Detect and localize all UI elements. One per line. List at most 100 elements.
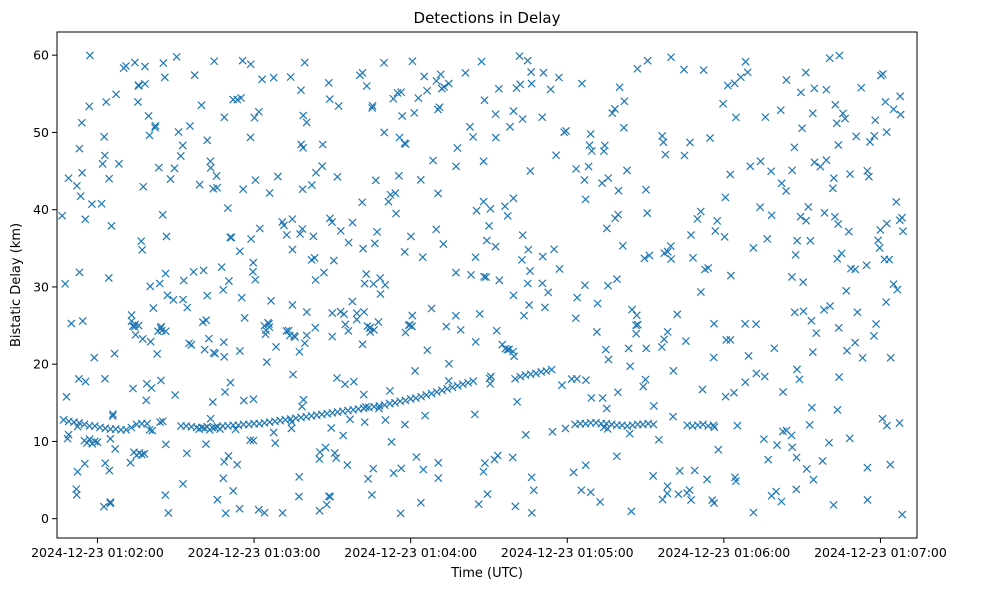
data-point — [767, 167, 776, 176]
data-point — [327, 423, 336, 433]
data-point — [332, 373, 342, 382]
data-point — [334, 102, 343, 111]
data-point — [469, 377, 478, 386]
data-point — [179, 276, 188, 285]
data-point — [344, 326, 353, 335]
data-point — [538, 113, 547, 122]
data-point — [491, 110, 500, 119]
data-point — [265, 188, 274, 198]
data-point — [825, 54, 834, 63]
data-point — [262, 358, 271, 367]
data-point — [302, 118, 311, 127]
data-point — [368, 101, 377, 110]
data-point — [195, 180, 204, 189]
data-point — [486, 379, 495, 388]
data-point — [640, 254, 649, 263]
data-point — [131, 330, 140, 339]
data-point — [660, 335, 669, 344]
data-point — [736, 73, 745, 82]
data-point — [437, 84, 446, 93]
data-point — [315, 448, 324, 457]
data-point — [315, 455, 324, 464]
data-point — [411, 366, 420, 375]
data-point — [687, 495, 696, 504]
data-point — [422, 391, 431, 400]
data-point — [189, 267, 198, 276]
data-point — [451, 311, 460, 320]
data-point — [851, 338, 860, 347]
data-point — [529, 486, 538, 495]
y-tick-label: 40 — [33, 202, 49, 217]
data-point — [212, 171, 221, 180]
data-point — [90, 437, 99, 446]
data-point — [61, 279, 70, 288]
data-point — [709, 353, 718, 362]
data-point — [391, 189, 400, 198]
data-point — [828, 184, 837, 193]
data-point — [733, 421, 742, 430]
data-point — [639, 382, 648, 391]
data-point — [114, 159, 123, 168]
data-point — [321, 443, 330, 452]
data-point — [540, 303, 549, 312]
data-point — [516, 372, 525, 381]
data-point — [374, 318, 383, 327]
data-point — [788, 443, 797, 452]
data-point — [872, 319, 881, 329]
data-point — [632, 311, 641, 320]
data-point — [824, 438, 834, 447]
data-point — [858, 353, 867, 362]
data-point — [161, 269, 170, 278]
data-point — [106, 434, 115, 443]
data-point — [550, 245, 559, 254]
y-tick-label: 0 — [41, 511, 49, 526]
data-point — [250, 113, 259, 122]
data-point — [699, 66, 708, 75]
data-point — [865, 137, 875, 146]
data-point — [164, 508, 173, 517]
data-point — [156, 418, 165, 427]
data-point — [571, 314, 580, 323]
data-point — [749, 243, 758, 252]
data-point — [206, 157, 215, 166]
data-point — [885, 255, 894, 264]
data-point — [75, 268, 84, 277]
data-point — [197, 101, 206, 110]
data-point — [882, 219, 891, 228]
data-point — [105, 466, 114, 475]
data-point — [782, 186, 791, 195]
data-point — [296, 230, 305, 239]
data-point — [142, 379, 151, 388]
data-point — [693, 214, 702, 223]
data-point — [339, 310, 349, 319]
data-point — [845, 434, 854, 443]
data-point — [112, 90, 121, 99]
data-point — [561, 126, 571, 135]
data-point — [359, 390, 368, 399]
data-point — [511, 502, 520, 511]
data-point — [394, 171, 403, 180]
data-point — [161, 491, 170, 500]
data-point — [641, 185, 651, 194]
data-point — [288, 245, 297, 254]
data-point — [122, 425, 131, 434]
data-point — [581, 376, 590, 385]
data-point — [756, 157, 765, 166]
data-point — [673, 310, 682, 319]
data-point — [325, 95, 334, 104]
data-point — [258, 75, 267, 84]
data-point — [761, 113, 770, 122]
data-point — [846, 170, 855, 179]
data-point — [790, 308, 799, 317]
data-point — [572, 164, 581, 173]
data-point — [302, 308, 311, 317]
data-point — [367, 490, 376, 499]
data-point — [104, 273, 113, 282]
data-point — [325, 214, 334, 223]
data-point — [613, 388, 622, 397]
data-point — [863, 166, 872, 175]
data-point — [730, 79, 739, 88]
data-point — [190, 71, 199, 80]
data-point — [546, 85, 555, 94]
data-point — [741, 319, 750, 328]
